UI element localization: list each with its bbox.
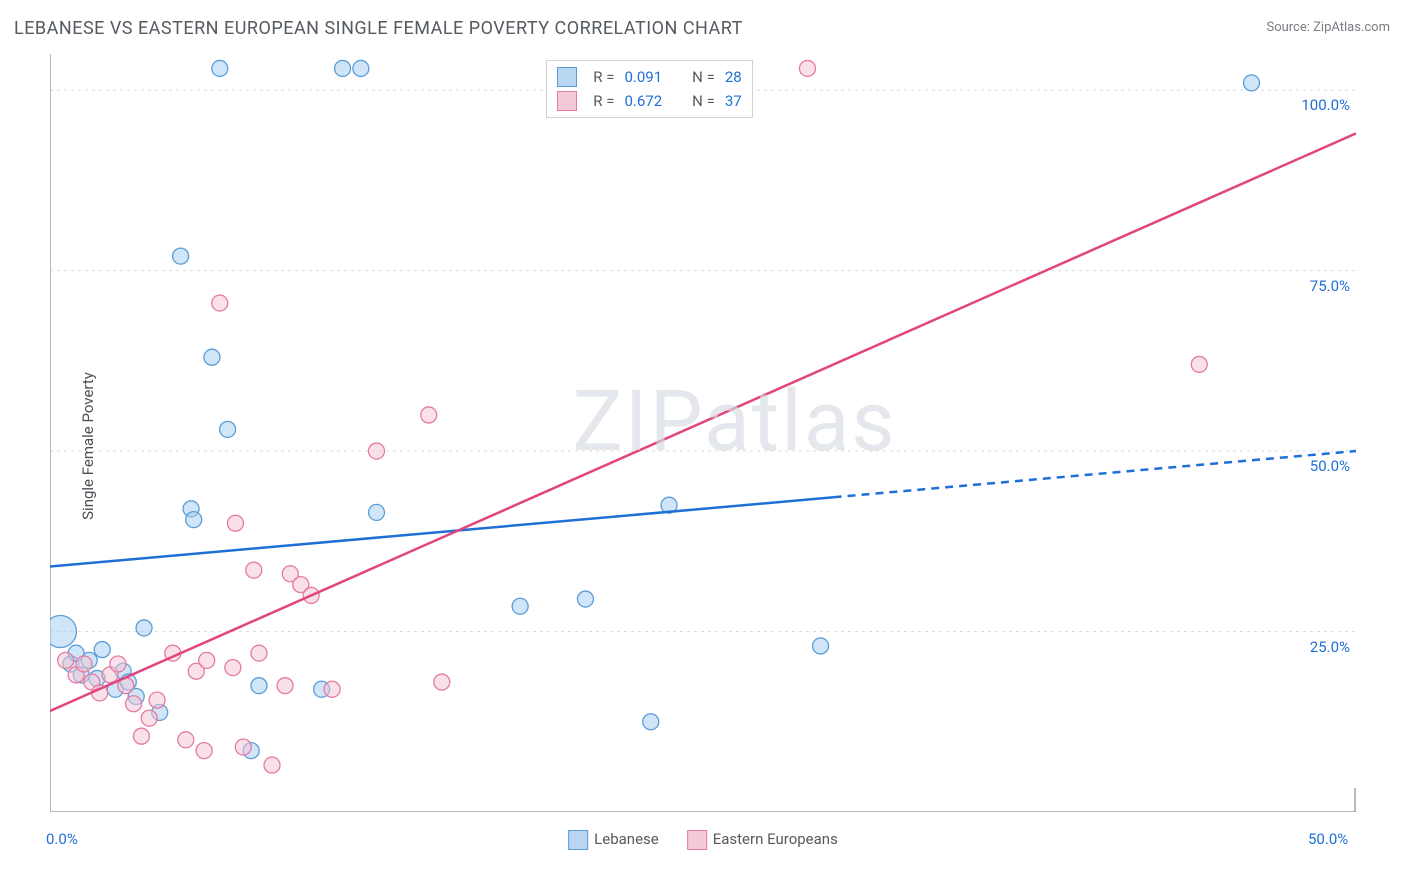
- y-tick-label: 100.0%: [1301, 96, 1350, 114]
- n-label: N =: [692, 68, 715, 86]
- lebanese-point: [335, 60, 351, 76]
- eastern-point: [324, 681, 340, 697]
- eastern-point: [196, 743, 212, 759]
- lebanese-point: [512, 598, 528, 614]
- eastern-point: [421, 407, 437, 423]
- eastern-point: [225, 660, 241, 676]
- eastern-point: [235, 739, 251, 755]
- y-tick-label: 25.0%: [1310, 638, 1350, 656]
- lebanese-point: [94, 642, 110, 658]
- r-label: R =: [593, 68, 614, 86]
- legend-label: Eastern Europeans: [713, 830, 838, 848]
- n-label: N =: [692, 92, 715, 110]
- legend-item-lebanese: Lebanese: [568, 830, 659, 850]
- eastern-point: [227, 515, 243, 531]
- lebanese-point: [50, 616, 76, 648]
- eastern-point: [126, 696, 142, 712]
- eastern-point: [178, 732, 194, 748]
- r-value: 0.672: [624, 92, 662, 110]
- correlation-stats-box: R = 0.091 N = 28 R = 0.672 N = 37: [546, 60, 752, 118]
- eastern-point: [58, 652, 74, 668]
- eastern-point: [76, 656, 92, 672]
- eastern-point: [212, 295, 228, 311]
- scatter-chart: [50, 54, 1356, 812]
- x-axis-origin-label: 0.0%: [46, 830, 78, 848]
- stats-row-lebanese: R = 0.091 N = 28: [557, 65, 741, 89]
- lebanese-trend-solid: [50, 497, 834, 566]
- stats-row-eastern: R = 0.672 N = 37: [557, 89, 741, 113]
- lebanese-point: [136, 620, 152, 636]
- lebanese-point: [186, 512, 202, 528]
- eastern-point: [251, 645, 267, 661]
- y-tick-label: 50.0%: [1310, 457, 1350, 475]
- eastern-trend-solid: [50, 133, 1356, 711]
- lebanese-swatch-icon: [557, 67, 577, 87]
- y-tick-label: 75.0%: [1310, 277, 1350, 295]
- eastern-point: [141, 710, 157, 726]
- lebanese-point: [353, 60, 369, 76]
- eastern-point: [246, 562, 262, 578]
- eastern-point: [369, 443, 385, 459]
- lebanese-point: [369, 504, 385, 520]
- eastern-point: [199, 652, 215, 668]
- lebanese-point: [204, 349, 220, 365]
- n-value: 28: [725, 68, 742, 86]
- lebanese-point: [813, 638, 829, 654]
- lebanese-trend-dashed: [834, 451, 1356, 497]
- lebanese-point: [251, 678, 267, 694]
- r-label: R =: [593, 92, 614, 110]
- eastern-point: [264, 757, 280, 773]
- chart-title: LEBANESE VS EASTERN EUROPEAN SINGLE FEMA…: [14, 18, 743, 39]
- eastern-swatch-icon: [687, 830, 707, 850]
- plot-area: [50, 54, 1356, 812]
- eastern-point: [1191, 356, 1207, 372]
- legend-label: Lebanese: [594, 830, 659, 848]
- eastern-point: [133, 728, 149, 744]
- eastern-point: [277, 678, 293, 694]
- lebanese-point: [212, 60, 228, 76]
- eastern-point: [110, 656, 126, 672]
- lebanese-swatch-icon: [568, 830, 588, 850]
- lebanese-point: [577, 591, 593, 607]
- eastern-point: [434, 674, 450, 690]
- legend: Lebanese Eastern Europeans: [568, 830, 838, 850]
- lebanese-point: [220, 421, 236, 437]
- x-axis-max-label: 50.0%: [1308, 830, 1348, 848]
- source-label: Source: ZipAtlas.com: [1266, 20, 1390, 35]
- lebanese-point: [643, 714, 659, 730]
- n-value: 37: [725, 92, 742, 110]
- eastern-swatch-icon: [557, 91, 577, 111]
- lebanese-point: [1244, 75, 1260, 91]
- legend-item-eastern: Eastern Europeans: [687, 830, 838, 850]
- lebanese-point: [173, 248, 189, 264]
- eastern-point: [149, 692, 165, 708]
- r-value: 0.091: [624, 68, 662, 86]
- eastern-point: [799, 60, 815, 76]
